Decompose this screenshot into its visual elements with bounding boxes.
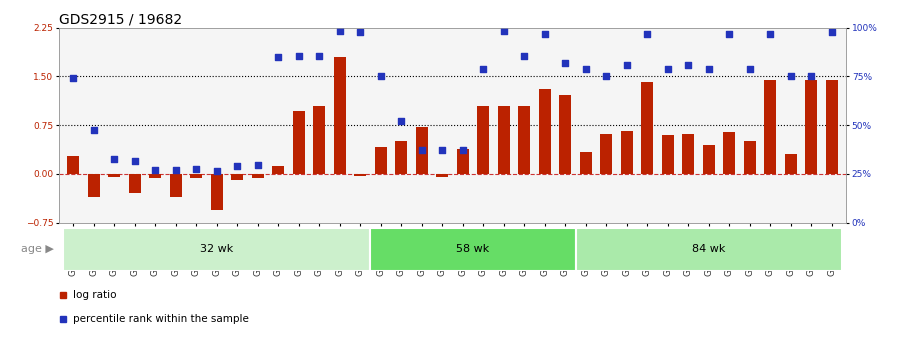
- Point: [353, 29, 367, 35]
- Point: [804, 73, 818, 79]
- Bar: [723, 132, 736, 174]
- Point: [230, 163, 244, 169]
- Point: [251, 162, 265, 167]
- Bar: [518, 106, 530, 174]
- Text: percentile rank within the sample: percentile rank within the sample: [73, 314, 249, 324]
- Bar: [579, 152, 592, 174]
- Bar: [600, 134, 613, 174]
- Bar: [662, 135, 674, 174]
- Bar: [292, 111, 305, 174]
- Point: [558, 61, 573, 66]
- Bar: [682, 134, 694, 174]
- Point: [414, 148, 429, 153]
- Point: [148, 167, 162, 172]
- Point: [128, 158, 142, 164]
- Bar: [457, 149, 469, 174]
- Point: [578, 66, 593, 71]
- Point: [497, 28, 511, 33]
- Point: [455, 148, 470, 153]
- Point: [599, 73, 614, 79]
- Text: GDS2915 / 19682: GDS2915 / 19682: [59, 12, 182, 27]
- Bar: [825, 80, 838, 174]
- Point: [66, 76, 81, 81]
- Bar: [641, 81, 653, 174]
- Text: 84 wk: 84 wk: [692, 244, 726, 254]
- Point: [374, 73, 388, 79]
- Point: [784, 73, 798, 79]
- Bar: [88, 174, 100, 197]
- Point: [291, 53, 306, 58]
- Point: [681, 62, 696, 67]
- Text: age ▶: age ▶: [22, 244, 54, 254]
- Bar: [415, 127, 428, 174]
- Point: [87, 127, 101, 132]
- Bar: [108, 174, 120, 177]
- Bar: [67, 156, 80, 174]
- Bar: [149, 174, 161, 178]
- Bar: [313, 106, 326, 174]
- Bar: [744, 141, 756, 174]
- Bar: [272, 166, 284, 174]
- Bar: [805, 80, 817, 174]
- Point: [435, 148, 450, 153]
- Bar: [477, 106, 490, 174]
- Bar: [436, 174, 448, 177]
- Point: [189, 166, 204, 171]
- Point: [824, 29, 839, 35]
- Bar: [334, 57, 346, 174]
- Point: [538, 31, 552, 37]
- Point: [394, 118, 408, 123]
- Bar: [559, 95, 571, 174]
- Bar: [395, 141, 407, 174]
- Point: [620, 62, 634, 67]
- Bar: [370, 228, 576, 271]
- Bar: [129, 174, 141, 193]
- Text: 58 wk: 58 wk: [456, 244, 490, 254]
- Bar: [63, 228, 370, 271]
- Point: [743, 66, 757, 71]
- Bar: [785, 154, 797, 174]
- Point: [312, 53, 327, 58]
- Point: [107, 157, 121, 162]
- Point: [517, 53, 531, 58]
- Bar: [764, 80, 776, 174]
- Bar: [231, 174, 243, 180]
- Text: 32 wk: 32 wk: [200, 244, 233, 254]
- Point: [332, 28, 347, 33]
- Point: [661, 66, 675, 71]
- Bar: [538, 89, 551, 174]
- Point: [722, 31, 737, 37]
- Bar: [169, 174, 182, 197]
- Text: log ratio: log ratio: [73, 290, 117, 300]
- Point: [209, 168, 224, 173]
- Point: [271, 54, 285, 60]
- Bar: [252, 174, 264, 178]
- Bar: [211, 174, 223, 209]
- Bar: [190, 174, 203, 178]
- Bar: [375, 147, 386, 174]
- Point: [701, 66, 716, 71]
- Point: [640, 31, 654, 37]
- Bar: [702, 145, 715, 174]
- Point: [168, 167, 183, 172]
- Point: [476, 66, 491, 71]
- Bar: [498, 106, 510, 174]
- Bar: [354, 174, 367, 176]
- Bar: [621, 131, 633, 174]
- Bar: [576, 228, 842, 271]
- Point: [763, 31, 777, 37]
